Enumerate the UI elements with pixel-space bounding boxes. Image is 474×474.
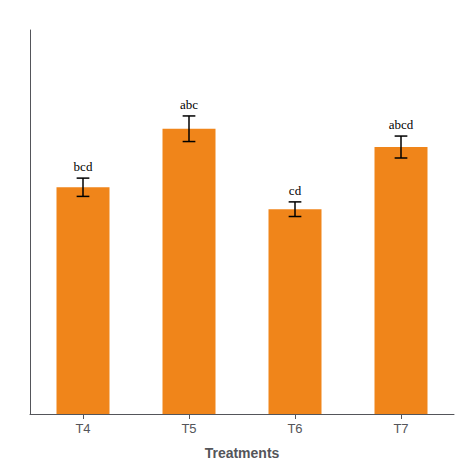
- svg-text:abc: abc: [180, 97, 198, 112]
- svg-text:abcd: abcd: [389, 117, 414, 132]
- svg-text:T6: T6: [287, 421, 302, 436]
- svg-text:cd: cd: [289, 183, 302, 198]
- svg-text:bcd: bcd: [74, 159, 93, 174]
- svg-text:T7: T7: [393, 421, 408, 436]
- svg-text:T5: T5: [181, 421, 196, 436]
- svg-text:T4: T4: [75, 421, 90, 436]
- svg-text:Treatments: Treatments: [205, 445, 280, 461]
